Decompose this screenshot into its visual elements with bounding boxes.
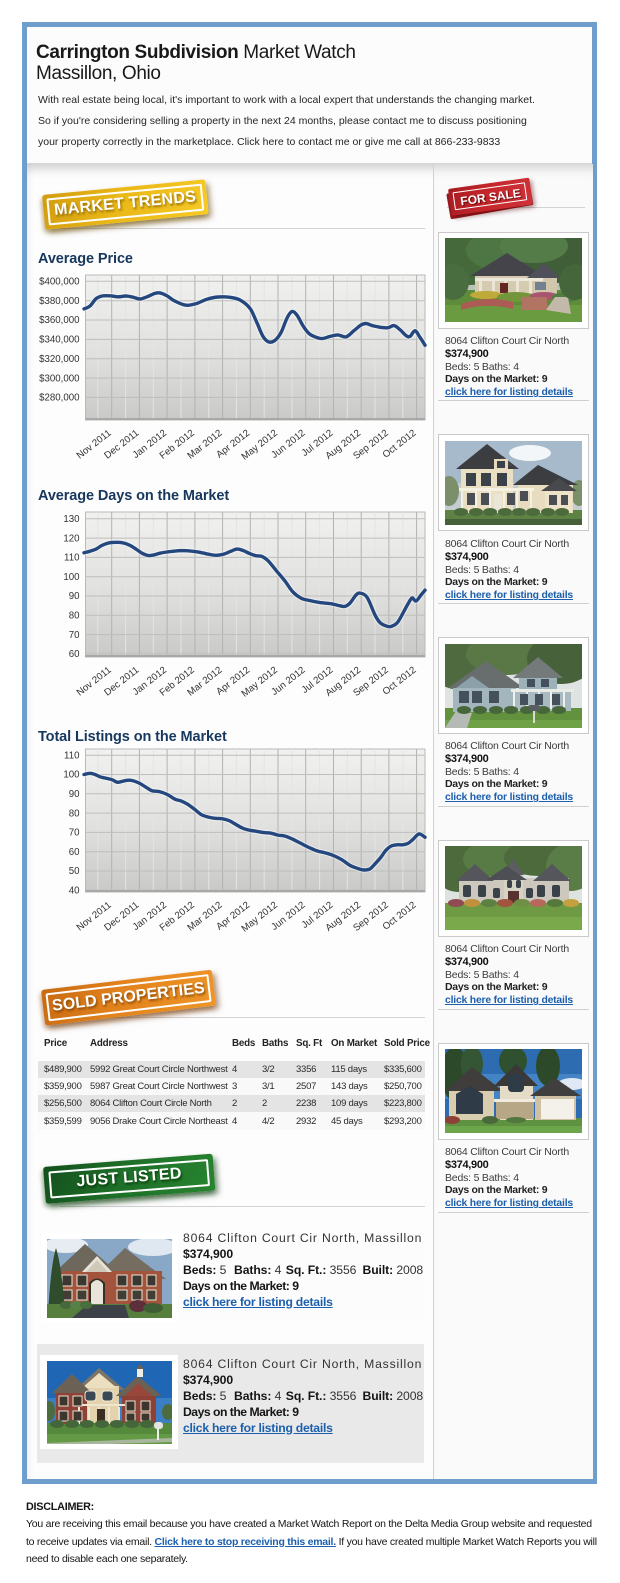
svg-text:80: 80 [69,808,80,819]
svg-text:110: 110 [64,750,80,761]
svg-text:60: 60 [69,649,80,660]
svg-text:130: 130 [63,514,80,525]
svg-text:90: 90 [69,591,80,602]
svg-text:$320,000: $320,000 [39,354,80,365]
svg-text:100: 100 [63,572,80,583]
svg-text:60: 60 [69,847,80,858]
svg-text:40: 40 [69,886,80,897]
svg-text:$340,000: $340,000 [39,335,80,346]
svg-text:50: 50 [69,866,80,877]
svg-text:70: 70 [69,828,80,839]
svg-text:70: 70 [69,630,80,641]
svg-text:100: 100 [63,770,80,781]
svg-text:$360,000: $360,000 [39,315,80,326]
svg-text:$300,000: $300,000 [39,373,80,384]
svg-text:$280,000: $280,000 [39,393,80,404]
svg-text:120: 120 [63,533,80,544]
svg-text:110: 110 [64,553,80,564]
svg-text:$400,000: $400,000 [39,277,80,288]
svg-text:80: 80 [69,611,80,622]
svg-text:$380,000: $380,000 [39,296,80,307]
svg-text:90: 90 [69,789,80,800]
